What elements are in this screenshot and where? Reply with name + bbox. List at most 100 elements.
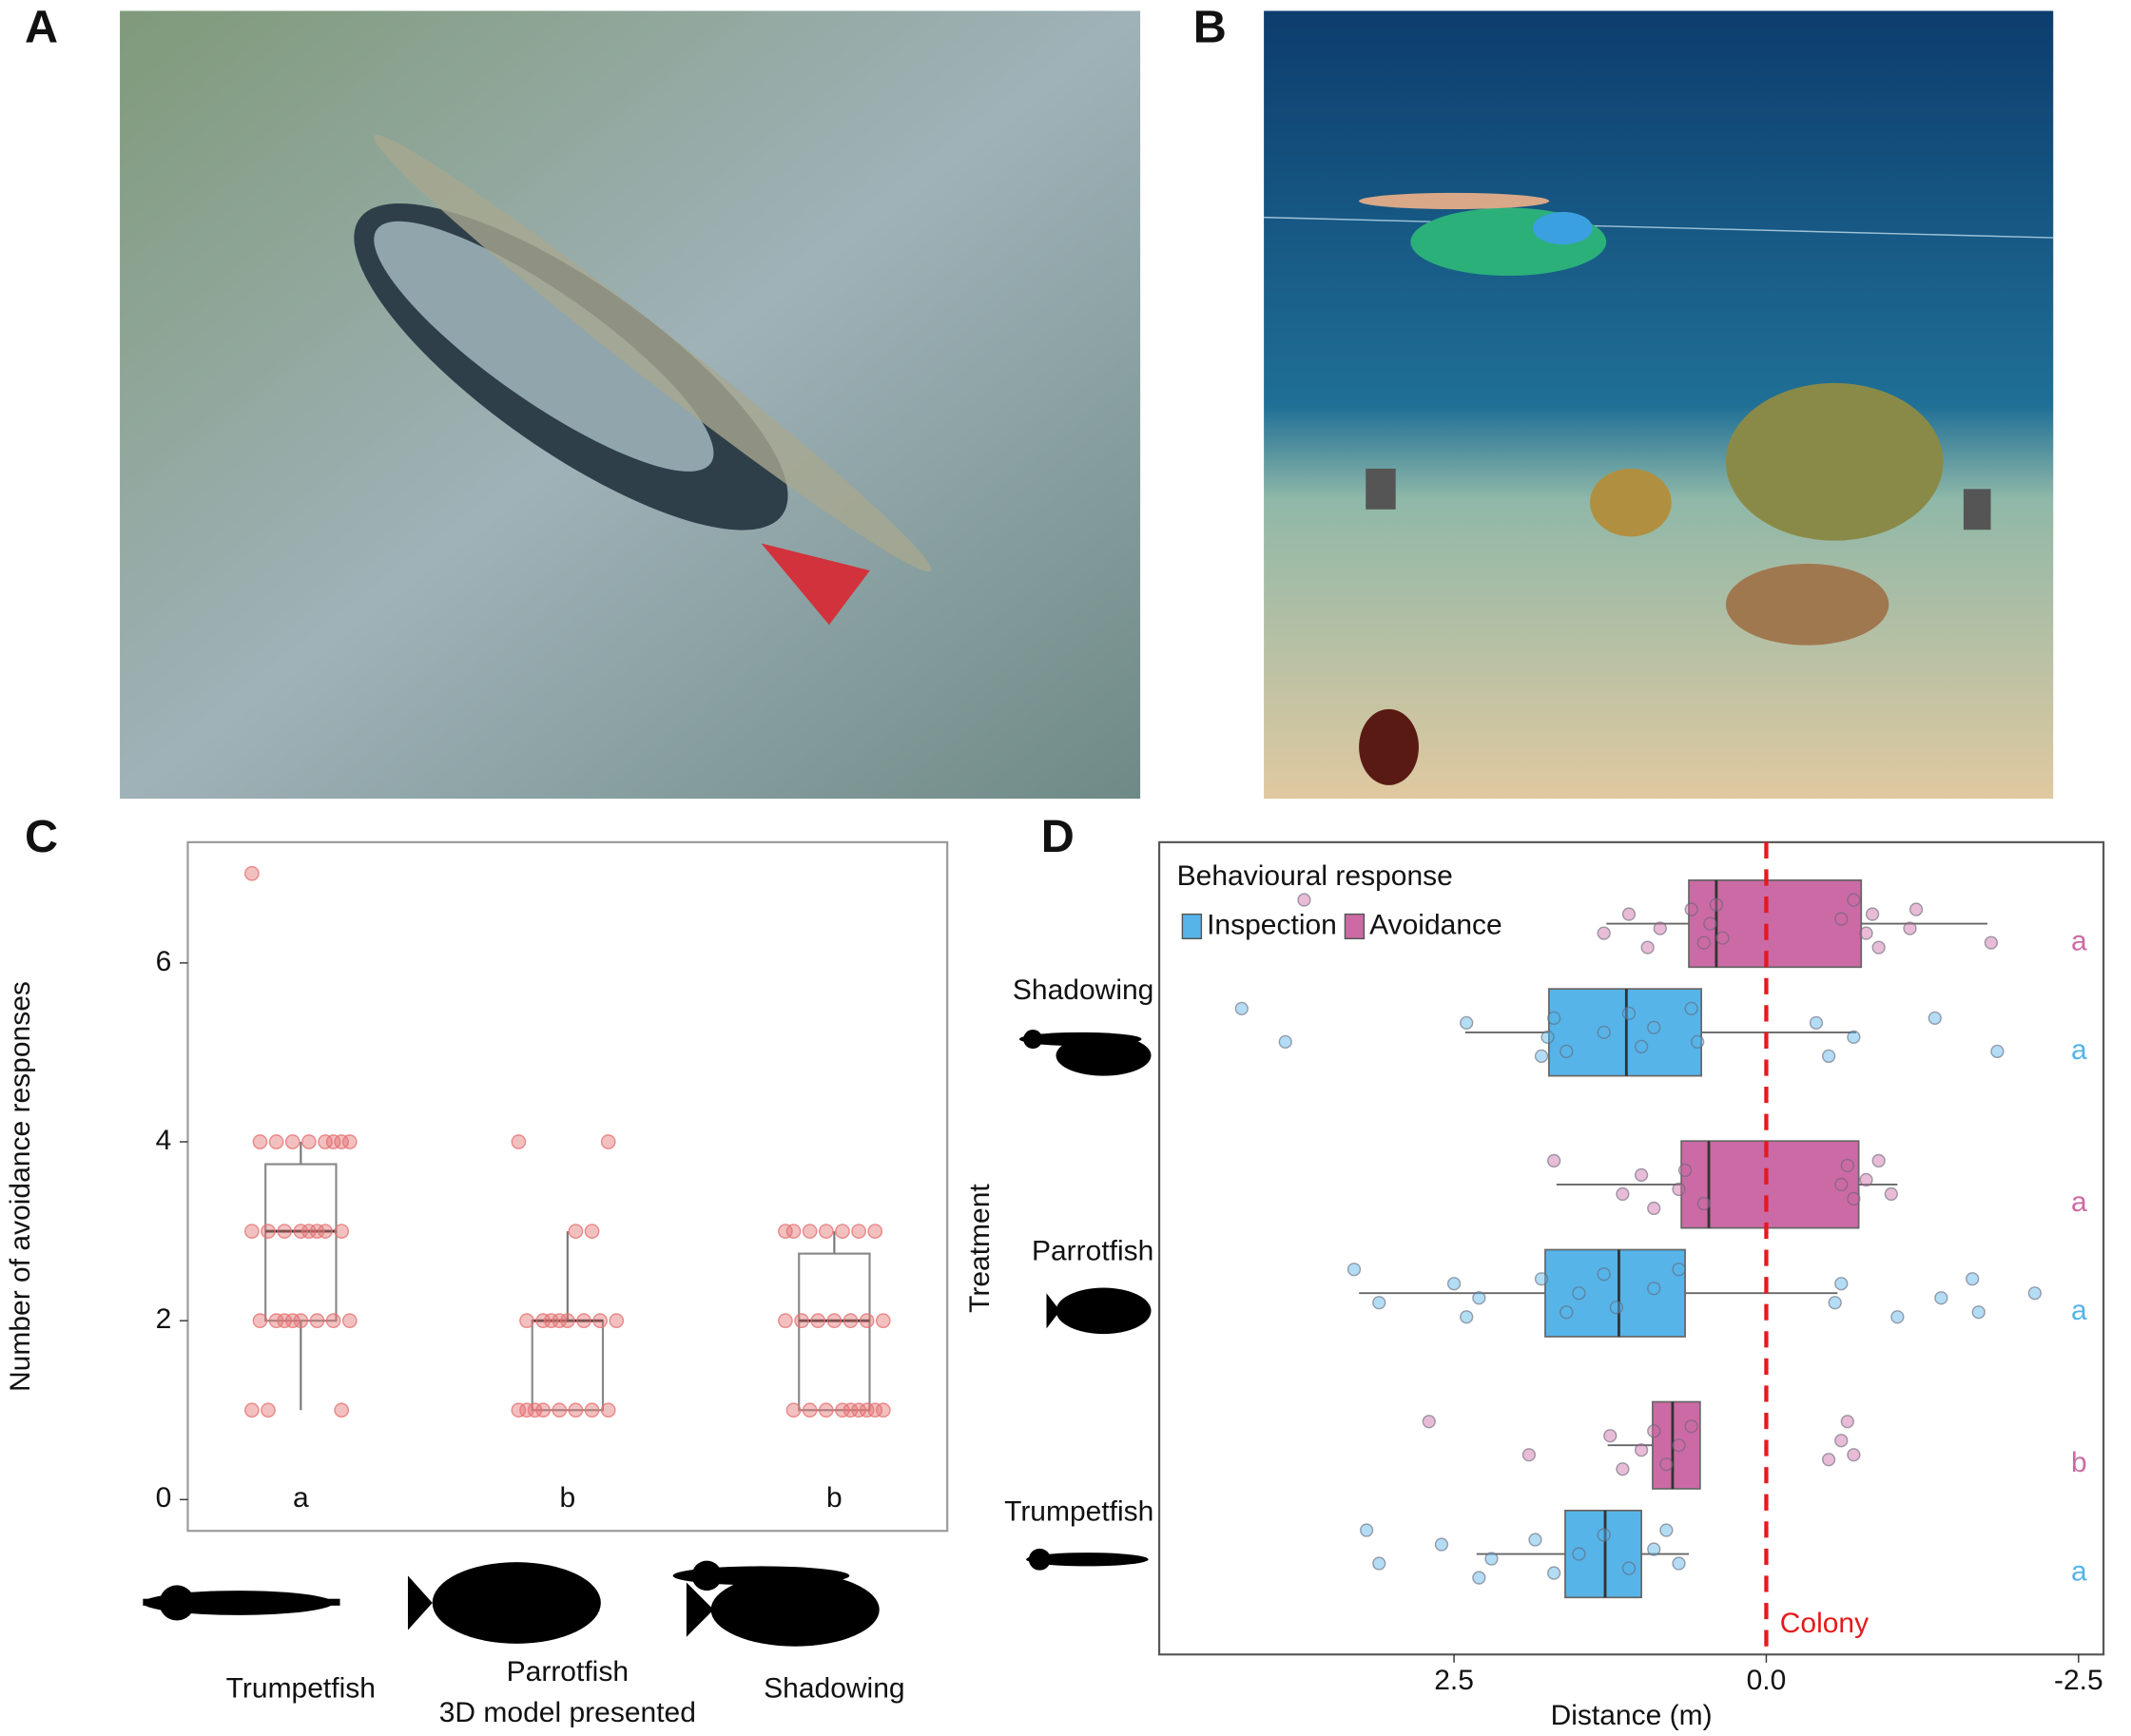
- point: [1865, 907, 1880, 921]
- point: [1821, 1049, 1836, 1064]
- point: [1597, 1528, 1611, 1542]
- point: [1884, 1186, 1898, 1202]
- point: [318, 1134, 333, 1149]
- point: [1934, 1291, 1948, 1305]
- point: [875, 1313, 891, 1329]
- point: [1597, 926, 1611, 940]
- point: [1703, 916, 1717, 931]
- point: [1434, 1537, 1449, 1552]
- point: [1460, 1310, 1474, 1324]
- point: [301, 1224, 317, 1239]
- point: [1616, 1186, 1630, 1202]
- point: [1597, 1267, 1611, 1282]
- x-tick-label: 2.5: [1434, 1665, 1474, 1696]
- point: [309, 1313, 325, 1329]
- point: [1840, 1415, 1854, 1429]
- group-letter: a: [2071, 1034, 2087, 1066]
- point: [519, 1402, 534, 1418]
- group-letter: b: [826, 1482, 843, 1514]
- group-letter: a: [293, 1482, 309, 1514]
- point: [1971, 1305, 1986, 1320]
- point: [535, 1313, 551, 1329]
- point: [1560, 1044, 1574, 1059]
- point: [1560, 1305, 1574, 1320]
- point: [1528, 1533, 1542, 1547]
- point: [325, 1134, 341, 1149]
- silhouettes-c: [143, 1560, 880, 1647]
- y-tick-label: 2: [156, 1303, 172, 1335]
- point: [519, 1313, 534, 1329]
- point: [1372, 1296, 1386, 1310]
- point: [1859, 926, 1873, 940]
- point: [552, 1313, 568, 1329]
- legend-label: Avoidance: [1369, 909, 1502, 940]
- point: [576, 1313, 591, 1329]
- point: [1672, 1182, 1686, 1197]
- legend-swatch: [1344, 913, 1366, 940]
- point: [810, 1313, 826, 1329]
- point: [778, 1224, 793, 1239]
- point: [293, 1313, 309, 1329]
- point: [252, 1313, 268, 1329]
- box: [1544, 1248, 1686, 1338]
- x-tick-label: Parrotfish: [507, 1656, 629, 1688]
- point: [1990, 1044, 2005, 1059]
- point: [1647, 1424, 1661, 1438]
- point: [826, 1313, 843, 1329]
- y-tick-label: 6: [156, 946, 172, 977]
- point: [1422, 1415, 1436, 1429]
- point: [600, 1134, 616, 1149]
- parrotfish-photo: [354, 134, 932, 626]
- point: [268, 1313, 284, 1329]
- point: [1359, 1523, 1374, 1537]
- box: [531, 1320, 605, 1412]
- panel-label: A: [25, 1, 58, 52]
- group-letter: a: [2071, 1555, 2087, 1587]
- point: [1547, 1011, 1561, 1026]
- point: [1372, 1556, 1386, 1571]
- point: [334, 1134, 350, 1149]
- point: [1659, 1457, 1674, 1472]
- point: [568, 1402, 584, 1418]
- point: [2027, 1286, 2043, 1301]
- point: [1672, 1438, 1686, 1453]
- point: [851, 1224, 866, 1239]
- point: [1472, 1291, 1486, 1305]
- point: [535, 1402, 551, 1418]
- point: [1908, 902, 1924, 916]
- point: [584, 1224, 600, 1239]
- point: [1715, 931, 1730, 945]
- point: [1847, 1030, 1861, 1045]
- legend-title: Behavioural response: [1177, 860, 1453, 892]
- point: [1647, 1020, 1661, 1035]
- point: [244, 1224, 260, 1239]
- point: [802, 1402, 818, 1418]
- point: [1346, 1263, 1362, 1277]
- point: [1696, 1196, 1711, 1211]
- group-letter: a: [2071, 1295, 2087, 1326]
- point: [1691, 1034, 1705, 1050]
- point: [1871, 1153, 1886, 1168]
- legend-swatch: [1181, 913, 1203, 940]
- point: [1859, 1172, 1873, 1187]
- plot-frame: [186, 840, 949, 1533]
- y-tick-label: 4: [156, 1125, 172, 1156]
- box: [1680, 1140, 1860, 1229]
- point: [341, 1313, 358, 1329]
- point: [277, 1313, 293, 1329]
- point: [1821, 1453, 1836, 1467]
- photo-b: [1264, 10, 2054, 800]
- point: [794, 1313, 809, 1329]
- y-tick-label: Shadowing: [1013, 974, 1153, 1006]
- point: [1672, 1556, 1686, 1571]
- group-letter: a: [2071, 926, 2087, 957]
- point: [1521, 1448, 1537, 1462]
- box: [1564, 1509, 1642, 1599]
- point: [778, 1313, 793, 1329]
- panel-label: B: [1193, 1, 1227, 52]
- box: [264, 1163, 338, 1322]
- point: [1984, 936, 1999, 950]
- group-letter: b: [2071, 1447, 2087, 1478]
